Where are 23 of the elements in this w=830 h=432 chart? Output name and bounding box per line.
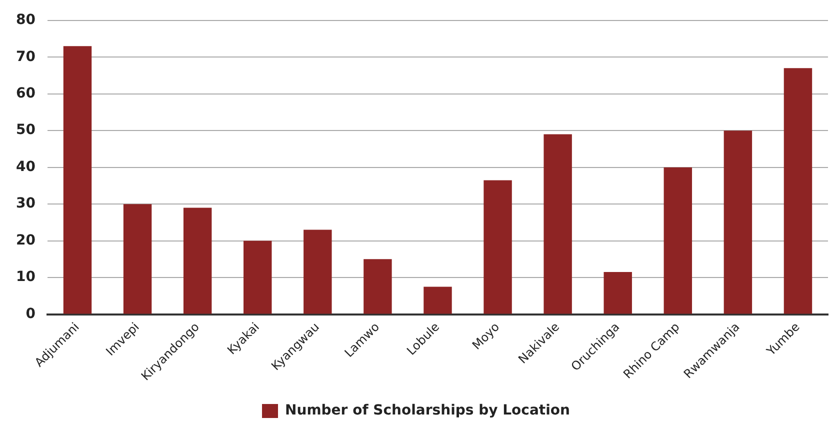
y-tick-label: 30 [16, 196, 36, 212]
y-tick-label: 60 [16, 86, 36, 102]
bar [364, 259, 392, 314]
bar [604, 272, 632, 314]
bar [424, 286, 452, 314]
bar [724, 130, 752, 314]
y-tick-label: 10 [16, 269, 36, 286]
legend-label: Number of Scholarships by Location [285, 402, 570, 419]
y-tick-label: 20 [16, 232, 36, 248]
bar [544, 134, 572, 314]
bar [123, 204, 152, 314]
y-tick-label: 50 [16, 122, 36, 138]
y-tick-label: 0 [26, 306, 36, 322]
bar [784, 68, 812, 314]
y-tick-label: 80 [16, 12, 36, 28]
bar [304, 230, 332, 314]
y-tick-label: 70 [16, 48, 36, 65]
bar [244, 240, 272, 314]
bar [664, 167, 692, 314]
bar [63, 46, 92, 314]
y-tick-label: 40 [16, 158, 36, 175]
bar [484, 180, 512, 314]
bar [183, 208, 212, 314]
